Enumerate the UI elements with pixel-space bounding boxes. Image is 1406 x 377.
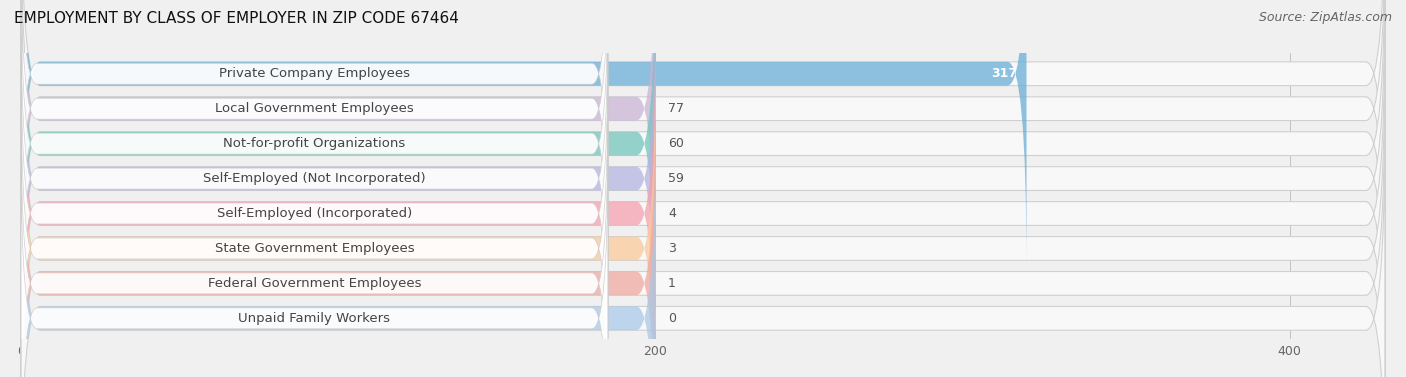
Text: EMPLOYMENT BY CLASS OF EMPLOYER IN ZIP CODE 67464: EMPLOYMENT BY CLASS OF EMPLOYER IN ZIP C… <box>14 11 458 26</box>
Text: 1: 1 <box>668 277 676 290</box>
FancyBboxPatch shape <box>21 0 655 342</box>
FancyBboxPatch shape <box>21 0 1026 271</box>
FancyBboxPatch shape <box>21 0 1385 271</box>
Text: Self-Employed (Not Incorporated): Self-Employed (Not Incorporated) <box>202 172 426 185</box>
FancyBboxPatch shape <box>21 0 607 273</box>
Text: Local Government Employees: Local Government Employees <box>215 102 413 115</box>
FancyBboxPatch shape <box>21 0 655 376</box>
FancyBboxPatch shape <box>21 0 1385 376</box>
FancyBboxPatch shape <box>21 14 607 343</box>
FancyBboxPatch shape <box>21 121 655 377</box>
FancyBboxPatch shape <box>21 51 655 377</box>
Text: Self-Employed (Incorporated): Self-Employed (Incorporated) <box>217 207 412 220</box>
FancyBboxPatch shape <box>21 0 607 308</box>
Text: Source: ZipAtlas.com: Source: ZipAtlas.com <box>1258 11 1392 24</box>
Text: 0: 0 <box>668 312 676 325</box>
Text: Federal Government Employees: Federal Government Employees <box>208 277 422 290</box>
FancyBboxPatch shape <box>21 0 1385 307</box>
Text: 4: 4 <box>668 207 676 220</box>
FancyBboxPatch shape <box>21 0 655 307</box>
Text: Not-for-profit Organizations: Not-for-profit Organizations <box>224 137 405 150</box>
Text: 60: 60 <box>668 137 683 150</box>
Text: 77: 77 <box>668 102 685 115</box>
FancyBboxPatch shape <box>21 16 1385 377</box>
Text: 3: 3 <box>668 242 676 255</box>
FancyBboxPatch shape <box>21 121 1385 377</box>
Text: Unpaid Family Workers: Unpaid Family Workers <box>239 312 391 325</box>
Text: 317: 317 <box>991 67 1017 80</box>
FancyBboxPatch shape <box>21 49 607 377</box>
FancyBboxPatch shape <box>21 0 1385 342</box>
FancyBboxPatch shape <box>21 154 607 377</box>
FancyBboxPatch shape <box>21 51 1385 377</box>
Text: Private Company Employees: Private Company Employees <box>219 67 411 80</box>
FancyBboxPatch shape <box>21 86 1385 377</box>
FancyBboxPatch shape <box>21 16 655 377</box>
FancyBboxPatch shape <box>21 86 655 377</box>
Text: State Government Employees: State Government Employees <box>215 242 415 255</box>
FancyBboxPatch shape <box>21 84 607 377</box>
FancyBboxPatch shape <box>21 0 607 238</box>
Text: 59: 59 <box>668 172 683 185</box>
FancyBboxPatch shape <box>21 119 607 377</box>
